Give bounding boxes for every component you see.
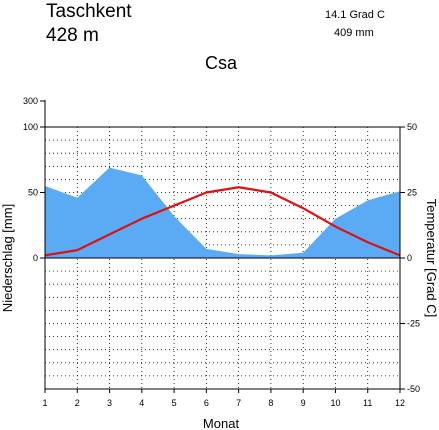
climate-class: Csa [205, 53, 238, 73]
station-name: Taschkent [46, 1, 132, 22]
x-axis-title: Monat [203, 416, 240, 430]
station-elevation: 428 m [46, 25, 99, 46]
x-tick-label: 6 [204, 398, 209, 408]
precipitation-area [45, 167, 400, 258]
x-tick-label: 3 [107, 398, 112, 408]
precipitation-series [45, 167, 400, 258]
temp-tick-label: -50 [407, 384, 420, 394]
x-tick-label: 8 [268, 398, 273, 408]
x-tick-label: 5 [172, 398, 177, 408]
x-tick-label: 9 [301, 398, 306, 408]
x-tick-label: 12 [395, 398, 405, 408]
precip-tick-label: 300 [23, 96, 38, 106]
x-tick-label: 11 [363, 398, 372, 408]
temperature-series [44, 186, 401, 257]
precip-tick-label: 100 [23, 122, 38, 132]
x-tick-label: 7 [236, 398, 241, 408]
precip-tick-label: 50 [28, 188, 38, 198]
temp-tick-label: 50 [407, 122, 417, 132]
right-axis-title: Temperatur [Grad C] [424, 199, 439, 318]
axes [40, 100, 405, 393]
temp-tick-label: -25 [407, 319, 420, 329]
annual-precipitation: 409 mm [334, 27, 374, 39]
temperature-line [44, 186, 401, 257]
x-tick-label: 10 [330, 398, 340, 408]
left-axis-title: Niederschlag [mm] [0, 204, 15, 312]
precip-tick-label: 0 [33, 253, 38, 263]
x-tick-label: 1 [42, 398, 47, 408]
temp-tick-label: 0 [407, 253, 412, 263]
x-tick-label: 2 [75, 398, 80, 408]
x-tick-label: 4 [139, 398, 144, 408]
mean-temperature: 14.1 Grad C [325, 9, 385, 21]
temp-tick-label: 25 [407, 188, 417, 198]
